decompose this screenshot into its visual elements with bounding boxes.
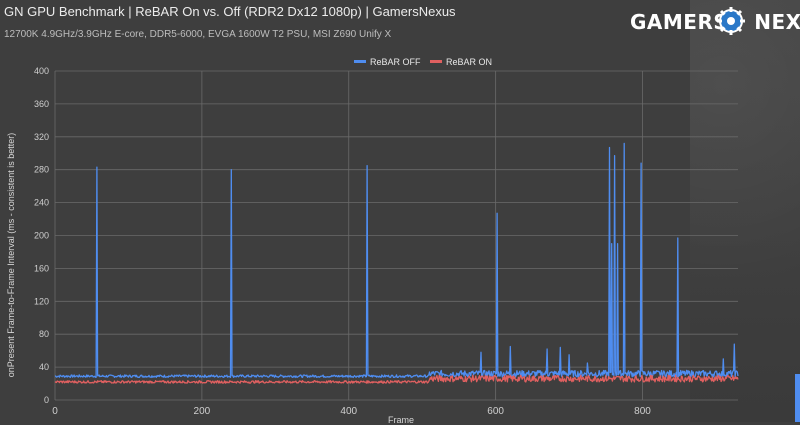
x-tick-label: 800 [634, 406, 651, 417]
gear-icon [717, 7, 745, 35]
side-accent-bar [795, 374, 800, 422]
legend-label-1: ReBAR ON [446, 57, 492, 67]
y-tick-label: 0 [44, 395, 49, 405]
grid-lines [54, 70, 738, 401]
x-tick-labels: 0 200 400 600 800 [52, 406, 651, 417]
y-tick-label: 400 [34, 66, 49, 76]
chart-subtitle: 12700K 4.9GHz/3.9GHz E-core, DDR5-6000, … [4, 29, 392, 40]
series-line-0 [54, 142, 739, 379]
legend-label-0: ReBAR OFF [370, 57, 421, 67]
y-tick-label: 320 [34, 132, 49, 142]
y-axis-label-wrap: onPresent Frame-to-Frame Interval (ms - … [1, 120, 19, 400]
chart-area: 0 40 80 120 160 200 240 280 320 360 400 0 200 400 600… [34, 57, 739, 417]
x-tick-label: 400 [340, 406, 357, 417]
x-tick-label: 600 [487, 406, 504, 417]
logo-text: GAMERSNEXUS [630, 10, 800, 34]
gamersnexus-logo: GAMERSNEXUS [630, 4, 800, 44]
y-tick-labels: 0 40 80 120 160 200 240 280 320 360 400 [34, 66, 49, 405]
y-tick-label: 200 [34, 231, 49, 241]
y-tick-label: 40 [39, 362, 49, 372]
x-tick-label: 0 [52, 406, 58, 417]
x-axis-label: Frame [388, 415, 415, 425]
y-tick-label: 280 [34, 165, 49, 175]
legend: ReBAR OFF ReBAR ON [354, 57, 492, 67]
background-hex-pattern [690, 0, 800, 422]
x-tick-label: 200 [194, 406, 211, 417]
series-lines [54, 142, 739, 384]
y-tick-label: 120 [34, 296, 49, 306]
series-line-1 [54, 374, 739, 384]
legend-swatch-1 [430, 60, 442, 63]
y-tick-label: 360 [34, 99, 49, 109]
y-tick-label: 80 [39, 329, 49, 339]
y-axis-label: onPresent Frame-to-Frame Interval (ms - … [6, 132, 16, 378]
legend-swatch-0 [354, 60, 366, 63]
y-tick-label: 160 [34, 263, 49, 273]
y-tick-label: 240 [34, 198, 49, 208]
chart-title: GN GPU Benchmark | ReBAR On vs. Off (RDR… [4, 4, 456, 19]
